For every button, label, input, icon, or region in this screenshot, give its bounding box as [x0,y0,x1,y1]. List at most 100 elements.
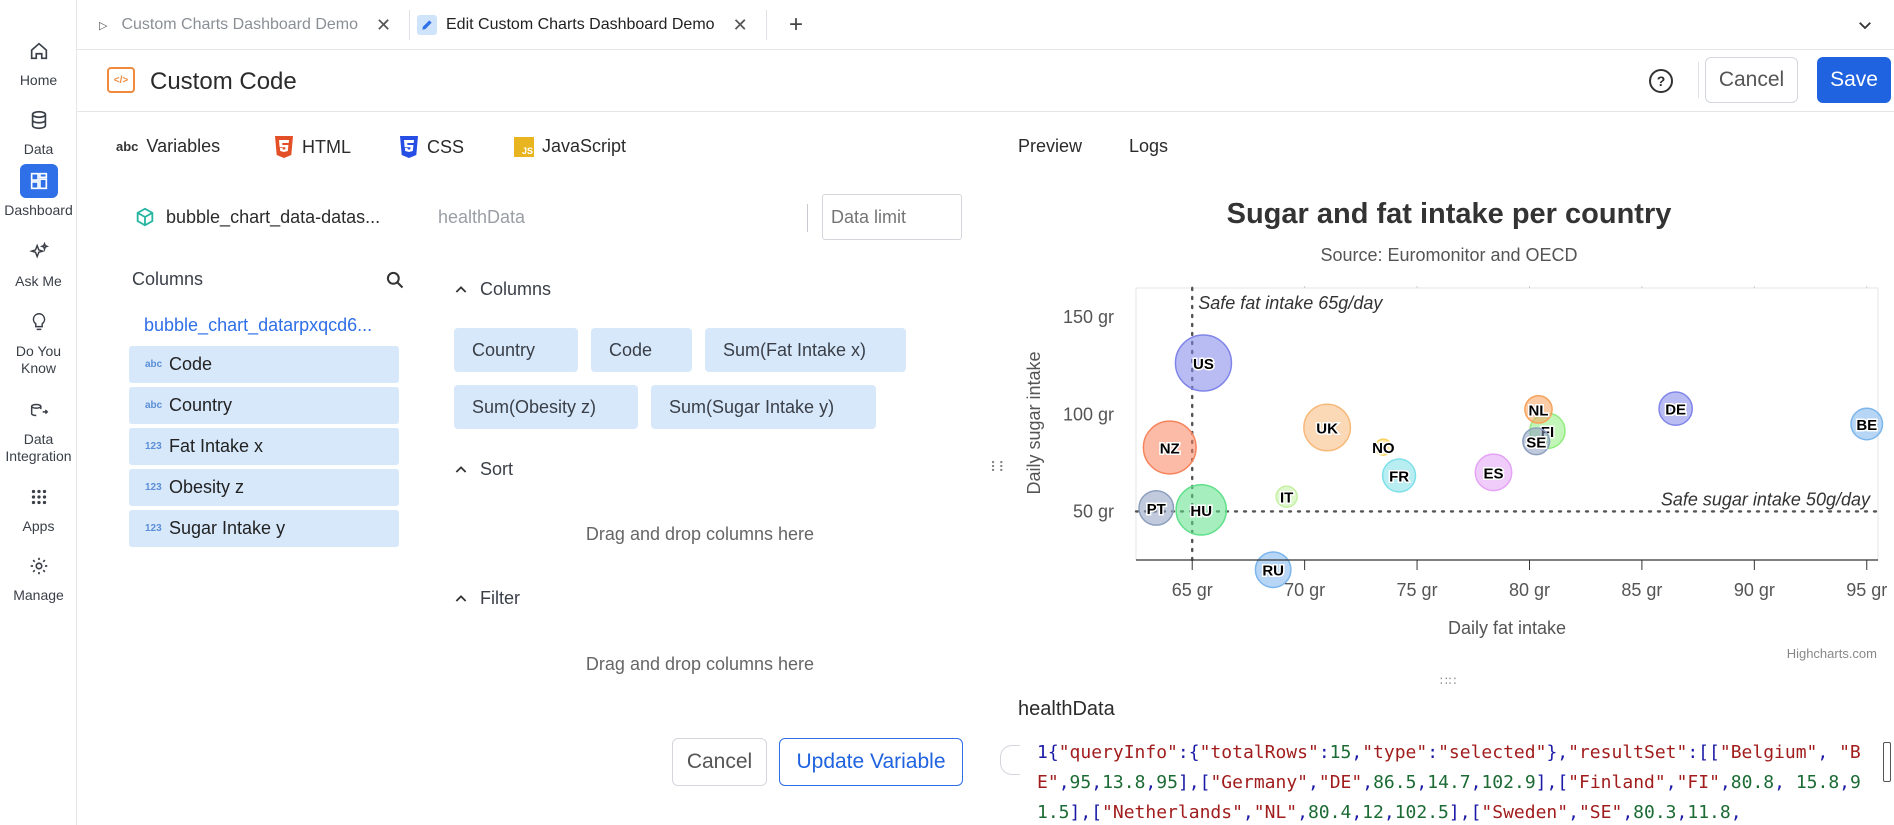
sort-drop-zone[interactable]: Drag and drop columns here [585,524,815,544]
new-tab-button[interactable]: + [789,0,803,50]
bubble-circle [1522,427,1551,456]
x-tick-label: 65 gr [1172,580,1213,600]
bubble-circle [1374,438,1393,456]
column-chip[interactable]: Sum(Sugar Intake y) [651,385,876,429]
dataset-selector[interactable]: bubble_chart_data-datas... [134,206,380,228]
bubble-nz[interactable]: NZ [1142,420,1197,475]
bubble-de[interactable]: DE [1658,391,1694,427]
chevron-up-icon [455,285,467,293]
tab-variables[interactable]: abc Variables [116,136,220,157]
bubble-pt[interactable]: PT [1138,489,1175,526]
x-tick-label: 90 gr [1734,580,1775,600]
tab-edit-dashboard-demo[interactable]: Edit Custom Charts Dashboard Demo ✕ [417,0,748,50]
tab-list-dropdown[interactable] [1856,0,1874,50]
column-item-fat-intake[interactable]: 123 Fat Intake x [129,428,399,465]
chart-title: Sugar and fat intake per country [1227,198,1672,230]
nav-item-ask-me[interactable]: Ask Me [0,235,77,289]
nav-item-manage[interactable]: Manage [0,549,77,603]
bubble-label: ES [1484,465,1504,482]
close-icon[interactable]: ✕ [376,14,392,35]
bubble-se[interactable]: SE [1522,427,1551,456]
column-item-sugar-intake[interactable]: 123 Sugar Intake y [129,510,399,547]
nav-item-do-you-know[interactable]: Do You Know [0,305,77,377]
bubble-no[interactable]: NO [1371,438,1396,459]
nav-label: Data Integration [5,431,72,464]
bubble-label: NL [1528,402,1548,419]
column-chip[interactable]: Sum(Obesity z) [454,385,638,429]
data-limit-input[interactable] [822,194,962,240]
nav-label: Do You Know [15,343,62,376]
bubble-it[interactable]: IT [1275,485,1298,508]
column-item-code[interactable]: abc Code [129,346,399,383]
bubble-label: HU [1190,503,1212,520]
bubble-fr[interactable]: FR [1381,458,1417,493]
page-title: Custom Code [150,68,297,95]
variable-name-field[interactable]: healthData [438,207,526,227]
nav-label: Dashboard [4,202,73,218]
output-scrollbar[interactable] [1883,742,1891,782]
tab-logs[interactable]: Logs [1129,136,1168,157]
column-item-country[interactable]: abc Country [129,387,399,424]
bubble-uk[interactable]: UK [1303,403,1352,452]
x-tick-label: 70 gr [1284,580,1325,600]
bubble-label: NO [1372,440,1395,457]
plot-area [1135,287,1879,561]
bubble-us[interactable]: US [1174,334,1233,392]
bubble-nl[interactable]: NL [1524,395,1553,424]
filter-drop-zone[interactable]: Drag and drop columns here [585,654,815,674]
columns-panel-title: Columns [132,269,204,289]
header-cancel-button[interactable]: Cancel [1705,57,1798,103]
column-label: Code [169,354,213,374]
gear-icon [20,549,58,583]
column-chip[interactable]: Code [591,328,692,372]
y-axis-label: Daily sugar intake [1024,351,1044,494]
css3-icon [399,136,419,158]
sort-section-toggle[interactable]: Sort [453,459,513,480]
y-tick-label: 50 gr [1073,501,1114,521]
column-chip[interactable]: Country [454,328,578,372]
horizontal-splitter-handle[interactable]: ∷∷ [1440,674,1458,688]
vertical-splitter-handle[interactable]: ⠇⠇ [990,459,1008,475]
nav-item-home[interactable]: Home [0,34,77,88]
bubble-be[interactable]: BE [1850,407,1884,441]
save-button[interactable]: Save [1817,57,1891,103]
nav-label: Manage [13,587,64,603]
tab-css[interactable]: CSS [399,136,464,158]
tab-javascript[interactable]: JS JavaScript [514,136,626,157]
column-item-obesity[interactable]: 123 Obesity z [129,469,399,506]
bubble-circle [1175,484,1228,536]
column-chip[interactable]: Sum(Fat Intake x) [705,328,906,372]
search-icon[interactable] [385,270,405,290]
variable-cancel-button[interactable]: Cancel [672,738,767,786]
nav-item-apps[interactable]: Apps [0,480,77,534]
bubble-es[interactable]: ES [1474,453,1513,492]
nav-item-data[interactable]: Data [0,103,77,157]
integration-icon [20,393,58,427]
bubble-label: IT [1280,490,1293,507]
variables-icon: abc [116,139,139,154]
javascript-icon: JS [514,136,534,157]
bubble-hu[interactable]: HU [1175,484,1228,536]
nav-item-data-integration[interactable]: Data Integration [0,393,77,465]
columns-section-toggle[interactable]: Columns [453,279,551,300]
help-icon[interactable]: ? [1649,69,1673,93]
bubble-label: US [1193,356,1214,373]
column-label: Obesity z [169,477,245,497]
home-icon [20,34,58,68]
section-title: Filter [480,588,520,608]
update-variable-button[interactable]: Update Variable [779,738,963,786]
chart-credits[interactable]: Highcharts.com [1787,646,1877,661]
tab-preview[interactable]: Preview [1018,136,1082,157]
bubble-circle [1658,391,1694,427]
filter-section-toggle[interactable]: Filter [453,588,520,609]
nav-item-dashboard[interactable]: Dashboard [0,164,77,218]
tab-dashboard-demo[interactable]: ▷ Custom Charts Dashboard Demo ✕ [99,0,391,50]
chevron-up-icon [455,594,467,602]
bubble-ru[interactable]: RU [1254,551,1292,589]
tab-label: Logs [1129,136,1169,156]
x-tick-label: 80 gr [1509,580,1550,600]
table-name[interactable]: bubble_chart_datarpxqcd6... [144,315,373,335]
section-title: Columns [480,279,552,299]
tab-html[interactable]: HTML [274,136,351,158]
close-icon[interactable]: ✕ [732,14,748,35]
